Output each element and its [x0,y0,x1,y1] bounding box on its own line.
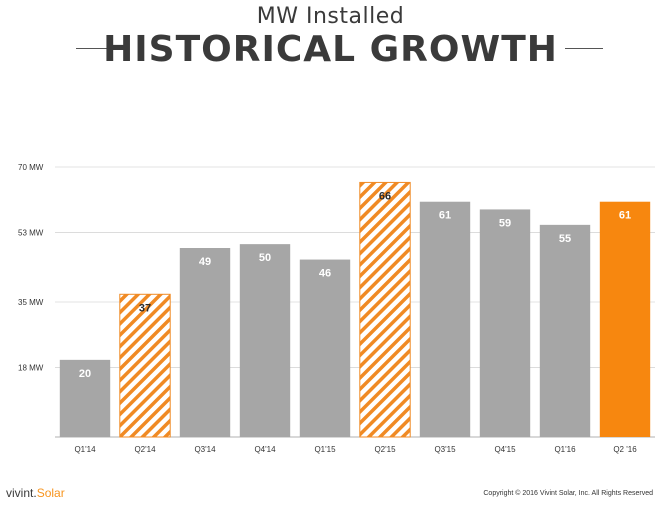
bar-q214 [119,293,171,438]
x-tick-label: Q3'15 [434,445,456,454]
bar-q116 [539,224,591,437]
x-tick-label: Q2 '16 [613,445,637,454]
bar-value-label: 46 [319,268,331,280]
bar-value-label: 20 [79,368,91,380]
bar-layer [59,181,651,438]
x-tick-label: Q1'14 [74,445,96,454]
bar-value-label: 55 [559,233,571,245]
logo-text: vivint. [6,486,37,500]
vivint-solar-logo: vivint.Solar [6,486,65,500]
copyright-text: Copyright © 2016 Vivint Solar, Inc. All … [483,490,653,497]
bar-q314 [179,248,231,437]
x-tick-label: Q3'14 [194,445,216,454]
x-tick-label: Q2'15 [374,445,396,454]
y-tick-label: 35 MW [18,298,44,307]
bar-value-label: 61 [439,210,451,222]
bar-value-label: 61 [619,210,631,222]
x-tick-label: Q4'14 [254,445,276,454]
bar-q115 [299,259,351,437]
y-tick-label: 18 MW [18,364,44,373]
title-rule-right [565,48,603,49]
bar-q114 [59,359,111,437]
x-tick-label: Q1'15 [314,445,336,454]
bar-value-label: 50 [259,252,271,264]
bar-value-label: 59 [499,217,511,229]
bar-q215 [359,181,411,438]
bar-q216 [599,201,651,437]
bar-value-label: 37 [139,302,151,314]
x-tick-label: Q4'15 [494,445,516,454]
label-layer: 18 MW 35 MW 53 MW 70 MW 20 Q1'14 37 Q2'14 49 Q3'1… [18,163,637,454]
bar-value-label: 49 [199,256,211,268]
x-tick-label: Q1'16 [554,445,576,454]
logo-accent: Solar [36,486,65,500]
chart-subtitle: MW Installed [256,4,405,29]
bar-q315 [419,201,471,437]
x-tick-label: Q2'14 [134,445,156,454]
y-tick-label: 70 MW [18,163,44,172]
bar-value-label: 66 [379,190,391,202]
bar-q414 [239,244,291,437]
chart-title: HISTORICAL GROWTH [103,29,558,70]
y-tick-label: 53 MW [18,229,44,238]
bar-q415 [479,209,531,437]
title-rule-left [76,48,108,49]
